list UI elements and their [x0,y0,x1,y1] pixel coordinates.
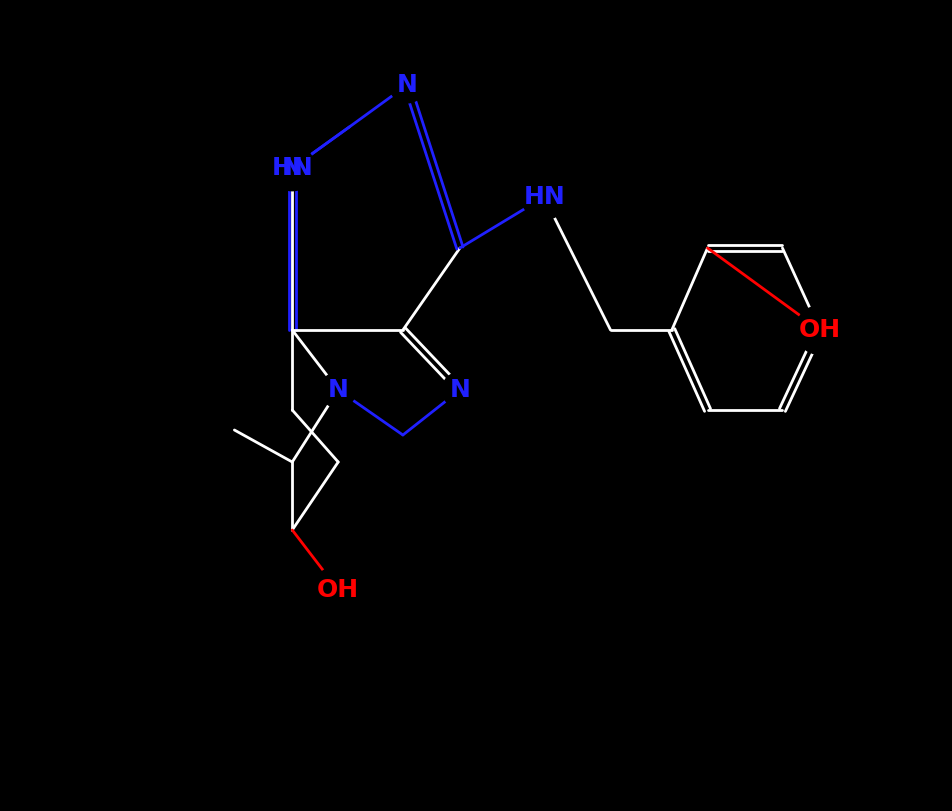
Circle shape [269,145,315,191]
Text: OH: OH [317,578,359,602]
Text: N: N [449,378,470,402]
Circle shape [274,150,309,186]
Text: HN: HN [271,156,313,180]
Text: N: N [282,156,303,180]
Circle shape [313,565,362,614]
Circle shape [521,174,566,220]
Text: OH: OH [798,318,840,342]
Circle shape [320,372,356,408]
Circle shape [442,372,477,408]
Text: N: N [396,73,417,97]
Text: N: N [327,378,348,402]
Circle shape [389,67,425,103]
Text: HN: HN [523,185,565,209]
Circle shape [795,306,843,354]
